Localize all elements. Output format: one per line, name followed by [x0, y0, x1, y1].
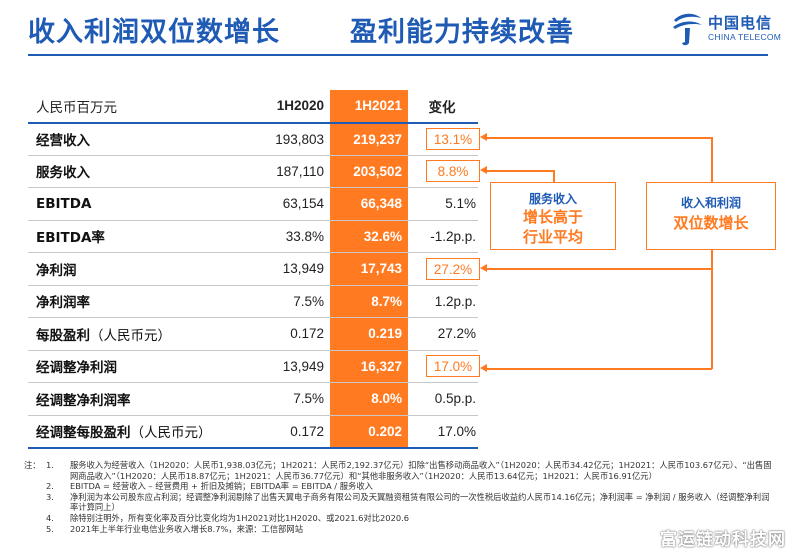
- china-telecom-logo-icon: [673, 13, 702, 46]
- footnote-item: 4. 除特别注明外，所有变化率及百分比变化均为1H2021对比1H2020、或2…: [46, 512, 410, 523]
- table-header-row: 人民币百万元 1H2020 1H2021 变化: [28, 90, 478, 123]
- footnote-item: 2. EBITDA = 经营收入 – 经营费用 + 折旧及摊销；EBITDA率 …: [46, 481, 373, 492]
- highlighted-change: 17.0%: [426, 355, 480, 378]
- table-row: EBITDA率 33.8% 32.6% -1.2p.p.: [28, 220, 478, 253]
- table-row: 经调整净利润率 7.5% 8.0% 0.5p.p.: [28, 383, 478, 415]
- row-change-value: -1.2p.p.: [430, 228, 476, 244]
- service-revenue-callout: 服务收入 增长高于 行业平均: [490, 182, 616, 250]
- table-row: 净利润率 7.5% 8.7% 1.2p.p.: [28, 285, 478, 318]
- row-1h2021-value: 0.219: [368, 326, 402, 342]
- table-row: 净利润 13,949 17,743 27.2%: [28, 253, 480, 286]
- connector-line: [553, 170, 555, 182]
- connector-line: [486, 268, 712, 270]
- footnote-heading: 注：: [24, 460, 41, 470]
- row-label: 经营收入: [36, 133, 90, 149]
- row-1h2020-value: 7.5%: [293, 391, 324, 407]
- logo-english-text: CHINA TELECOM: [708, 32, 782, 42]
- row-label: 经调整每股盈利（人民币元）: [36, 425, 212, 441]
- highlighted-change: 13.1%: [426, 128, 480, 150]
- row-change-value: 27.2%: [437, 326, 476, 342]
- row-1h2020-value: 0.172: [290, 423, 324, 439]
- row-label: EBITDA: [36, 195, 92, 212]
- row-change-value: 0.5p.p.: [434, 391, 476, 407]
- row-1h2021-value: 66,348: [360, 196, 402, 212]
- page-title-left: 收入利润双位数增长: [28, 17, 280, 48]
- connector-line: [711, 250, 713, 369]
- connector-line: [486, 170, 554, 172]
- callout-subtitle: 服务收入: [528, 192, 577, 206]
- table-row: 经营收入 193,803 219,237 13.1%: [28, 123, 480, 156]
- row-1h2020-value: 7.5%: [293, 293, 324, 309]
- row-1h2020-value: 193,803: [275, 131, 324, 147]
- page-title-right: 盈利能力持续改善: [350, 17, 574, 48]
- highlighted-change: 27.2%: [426, 257, 480, 280]
- table-row: 经调整每股盈利（人民币元） 0.172 0.202 17.0%: [28, 415, 478, 448]
- arrow-left-icon: [480, 166, 487, 174]
- row-1h2021-value: 32.6%: [363, 228, 402, 244]
- row-1h2020-value: 63,154: [282, 196, 324, 212]
- revenue-profit-callout: 收入和利润 双位数增长: [646, 182, 776, 250]
- header-1h2021: 1H2021: [354, 98, 402, 114]
- arrow-left-icon: [480, 133, 487, 141]
- row-1h2021-value: 17,743: [360, 261, 402, 277]
- row-label: 每股盈利（人民币元）: [36, 327, 171, 344]
- header-change: 变化: [428, 99, 456, 116]
- row-change-value: 1.2p.p.: [434, 293, 476, 309]
- row-1h2021-value: 219,237: [353, 131, 402, 147]
- row-change-value: 17.0%: [408, 350, 480, 383]
- row-label: 净利润: [36, 262, 77, 279]
- table-row: EBITDA 63,154 66,348 5.1%: [28, 188, 478, 220]
- row-label: 服务收入: [36, 165, 90, 182]
- row-change-value: 13.1%: [408, 123, 480, 156]
- row-1h2021-value: 16,327: [360, 358, 402, 374]
- footnotes: 注： 1. 服务收入为经营收入（1H2020：人民币1,938.03亿元；1H2…: [24, 460, 774, 534]
- row-label: 经调整净利润率: [36, 392, 131, 409]
- row-1h2020-value: 13,949: [282, 261, 324, 277]
- row-change-value: 5.1%: [445, 196, 476, 212]
- footnote-item: 3. 净利润为本公司股东应占利润；经调整净利润剔除了出售天翼电子商务有限公司及天…: [46, 491, 770, 513]
- current-period-highlight: [330, 90, 408, 448]
- financial-summary-table: 人民币百万元 1H2020 1H2021 变化 经营收入 193,803 219…: [28, 90, 480, 449]
- logo-chinese-text: 中国电信: [708, 14, 773, 32]
- callout-text: 双位数增长: [673, 214, 749, 232]
- row-label: EBITDA率: [36, 230, 105, 247]
- row-change-value: 17.0%: [437, 423, 476, 439]
- connector-line: [486, 368, 712, 370]
- row-1h2020-value: 0.172: [290, 326, 324, 342]
- header-1h2020: 1H2020: [276, 98, 324, 114]
- row-change-value: 8.8%: [408, 155, 480, 188]
- arrow-left-icon: [480, 264, 487, 272]
- row-change-value: 27.2%: [408, 253, 480, 286]
- row-label: 净利润率: [36, 295, 90, 312]
- arrow-left-icon: [480, 364, 487, 372]
- highlighted-change: 8.8%: [426, 160, 480, 183]
- row-1h2021-value: 8.0%: [371, 391, 402, 407]
- footnote-item: 注： 1. 服务收入为经营收入（1H2020：人民币1,938.03亿元；1H2…: [24, 460, 772, 481]
- callout-text: 增长高于: [522, 208, 583, 226]
- table-row: 经调整净利润 13,949 16,327 17.0%: [28, 350, 480, 383]
- row-1h2021-value: 203,502: [353, 163, 402, 179]
- row-label: 经调整净利润: [36, 360, 117, 377]
- callout-text: 行业平均: [522, 228, 583, 246]
- table-row: 服务收入 187,110 203,502 8.8%: [28, 155, 480, 188]
- callout-subtitle: 收入和利润: [680, 196, 741, 210]
- connector-line: [711, 137, 713, 182]
- row-1h2020-value: 187,110: [276, 163, 324, 179]
- row-1h2020-value: 13,949: [282, 358, 324, 374]
- row-1h2021-value: 8.7%: [371, 293, 402, 309]
- connector-line: [486, 137, 712, 139]
- row-1h2020-value: 33.8%: [285, 228, 324, 244]
- table-row: 每股盈利（人民币元） 0.172 0.219 27.2%: [28, 318, 478, 350]
- watermark-text: 富运链动科技网: [660, 530, 786, 550]
- row-1h2021-value: 0.202: [368, 423, 402, 439]
- china-telecom-logo: 中国电信 CHINA TELECOM: [670, 8, 788, 52]
- header-unit: 人民币百万元: [36, 99, 117, 116]
- title-divider: [28, 54, 768, 56]
- footnote-item: 5. 2021年上半年行业电信业务收入增长8.7%，来源：工信部网站: [46, 523, 304, 534]
